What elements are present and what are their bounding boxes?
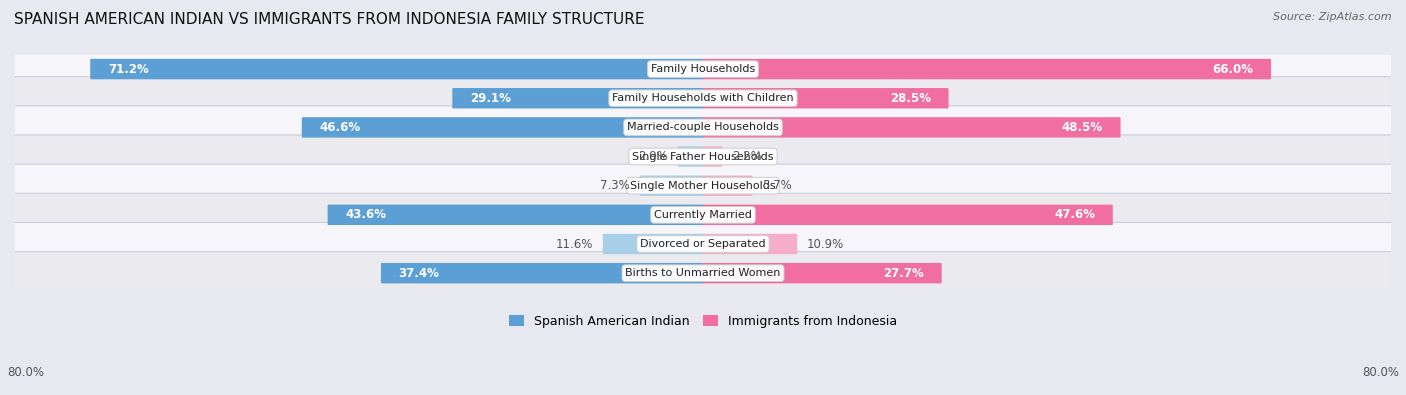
FancyBboxPatch shape [8, 135, 1398, 178]
Text: 28.5%: 28.5% [890, 92, 931, 105]
FancyBboxPatch shape [703, 263, 942, 283]
Text: 71.2%: 71.2% [108, 62, 149, 75]
Text: 5.7%: 5.7% [762, 179, 792, 192]
Text: Births to Unmarried Women: Births to Unmarried Women [626, 268, 780, 278]
FancyBboxPatch shape [603, 234, 703, 254]
Text: 47.6%: 47.6% [1054, 208, 1095, 221]
Text: 80.0%: 80.0% [7, 366, 44, 379]
Text: Divorced or Separated: Divorced or Separated [640, 239, 766, 249]
FancyBboxPatch shape [678, 146, 703, 167]
FancyBboxPatch shape [703, 234, 797, 254]
FancyBboxPatch shape [8, 252, 1398, 295]
FancyBboxPatch shape [8, 77, 1398, 120]
FancyBboxPatch shape [703, 59, 1271, 79]
Text: Single Father Households: Single Father Households [633, 152, 773, 162]
FancyBboxPatch shape [453, 88, 703, 109]
FancyBboxPatch shape [703, 146, 723, 167]
Legend: Spanish American Indian, Immigrants from Indonesia: Spanish American Indian, Immigrants from… [505, 310, 901, 333]
Text: 27.7%: 27.7% [883, 267, 924, 280]
Text: 48.5%: 48.5% [1062, 121, 1102, 134]
Text: Family Households with Children: Family Households with Children [612, 93, 794, 103]
Text: Single Mother Households: Single Mother Households [630, 181, 776, 191]
FancyBboxPatch shape [8, 106, 1398, 149]
FancyBboxPatch shape [703, 88, 949, 109]
Text: 66.0%: 66.0% [1212, 62, 1253, 75]
FancyBboxPatch shape [90, 59, 703, 79]
FancyBboxPatch shape [8, 193, 1398, 237]
FancyBboxPatch shape [703, 205, 1112, 225]
Text: 10.9%: 10.9% [807, 237, 845, 250]
Text: 11.6%: 11.6% [555, 237, 593, 250]
FancyBboxPatch shape [328, 205, 703, 225]
FancyBboxPatch shape [302, 117, 703, 137]
FancyBboxPatch shape [8, 164, 1398, 207]
FancyBboxPatch shape [8, 47, 1398, 90]
Text: 80.0%: 80.0% [1362, 366, 1399, 379]
Text: 2.9%: 2.9% [638, 150, 668, 163]
FancyBboxPatch shape [8, 222, 1398, 265]
Text: SPANISH AMERICAN INDIAN VS IMMIGRANTS FROM INDONESIA FAMILY STRUCTURE: SPANISH AMERICAN INDIAN VS IMMIGRANTS FR… [14, 12, 644, 27]
FancyBboxPatch shape [703, 175, 752, 196]
Text: 29.1%: 29.1% [470, 92, 510, 105]
Text: 46.6%: 46.6% [319, 121, 360, 134]
Text: 2.2%: 2.2% [733, 150, 762, 163]
Text: 37.4%: 37.4% [398, 267, 440, 280]
FancyBboxPatch shape [703, 117, 1121, 137]
Text: 7.3%: 7.3% [600, 179, 630, 192]
Text: Currently Married: Currently Married [654, 210, 752, 220]
Text: Source: ZipAtlas.com: Source: ZipAtlas.com [1274, 12, 1392, 22]
Text: 43.6%: 43.6% [346, 208, 387, 221]
Text: Family Households: Family Households [651, 64, 755, 74]
Text: Married-couple Households: Married-couple Households [627, 122, 779, 132]
FancyBboxPatch shape [381, 263, 703, 283]
FancyBboxPatch shape [640, 175, 703, 196]
